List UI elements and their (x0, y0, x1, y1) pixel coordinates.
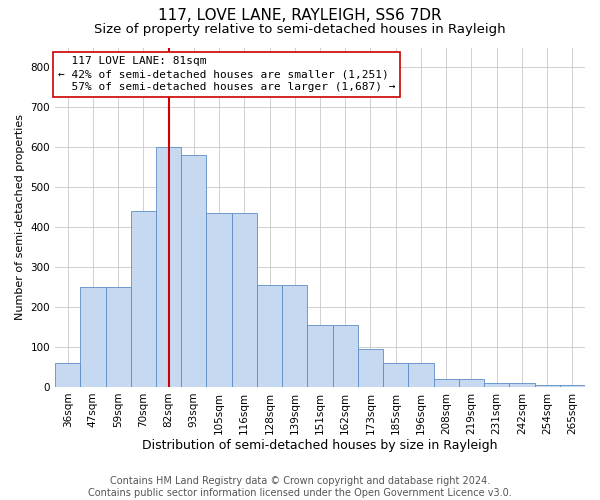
Bar (383, 363, 409, 387)
Bar (232, 213, 257, 387)
Y-axis label: Number of semi-detached properties: Number of semi-detached properties (15, 114, 25, 320)
Bar (509, 383, 535, 387)
Bar (434, 379, 459, 387)
Bar (282, 285, 307, 387)
Bar (409, 363, 434, 387)
Bar (106, 287, 131, 387)
Bar (55, 363, 80, 387)
Bar (131, 211, 156, 387)
Text: Contains HM Land Registry data © Crown copyright and database right 2024.
Contai: Contains HM Land Registry data © Crown c… (88, 476, 512, 498)
Text: 117 LOVE LANE: 81sqm
← 42% of semi-detached houses are smaller (1,251)
  57% of : 117 LOVE LANE: 81sqm ← 42% of semi-detac… (58, 56, 395, 92)
Bar (156, 148, 181, 387)
Bar (206, 213, 232, 387)
Bar (257, 285, 282, 387)
Bar (535, 385, 560, 387)
Text: 117, LOVE LANE, RAYLEIGH, SS6 7DR: 117, LOVE LANE, RAYLEIGH, SS6 7DR (158, 8, 442, 22)
Bar (484, 383, 509, 387)
Bar (181, 156, 206, 387)
Bar (307, 325, 332, 387)
Bar (332, 325, 358, 387)
Bar (459, 379, 484, 387)
X-axis label: Distribution of semi-detached houses by size in Rayleigh: Distribution of semi-detached houses by … (142, 440, 498, 452)
Bar (560, 385, 585, 387)
Text: Size of property relative to semi-detached houses in Rayleigh: Size of property relative to semi-detach… (94, 22, 506, 36)
Bar (358, 349, 383, 387)
Bar (80, 287, 106, 387)
